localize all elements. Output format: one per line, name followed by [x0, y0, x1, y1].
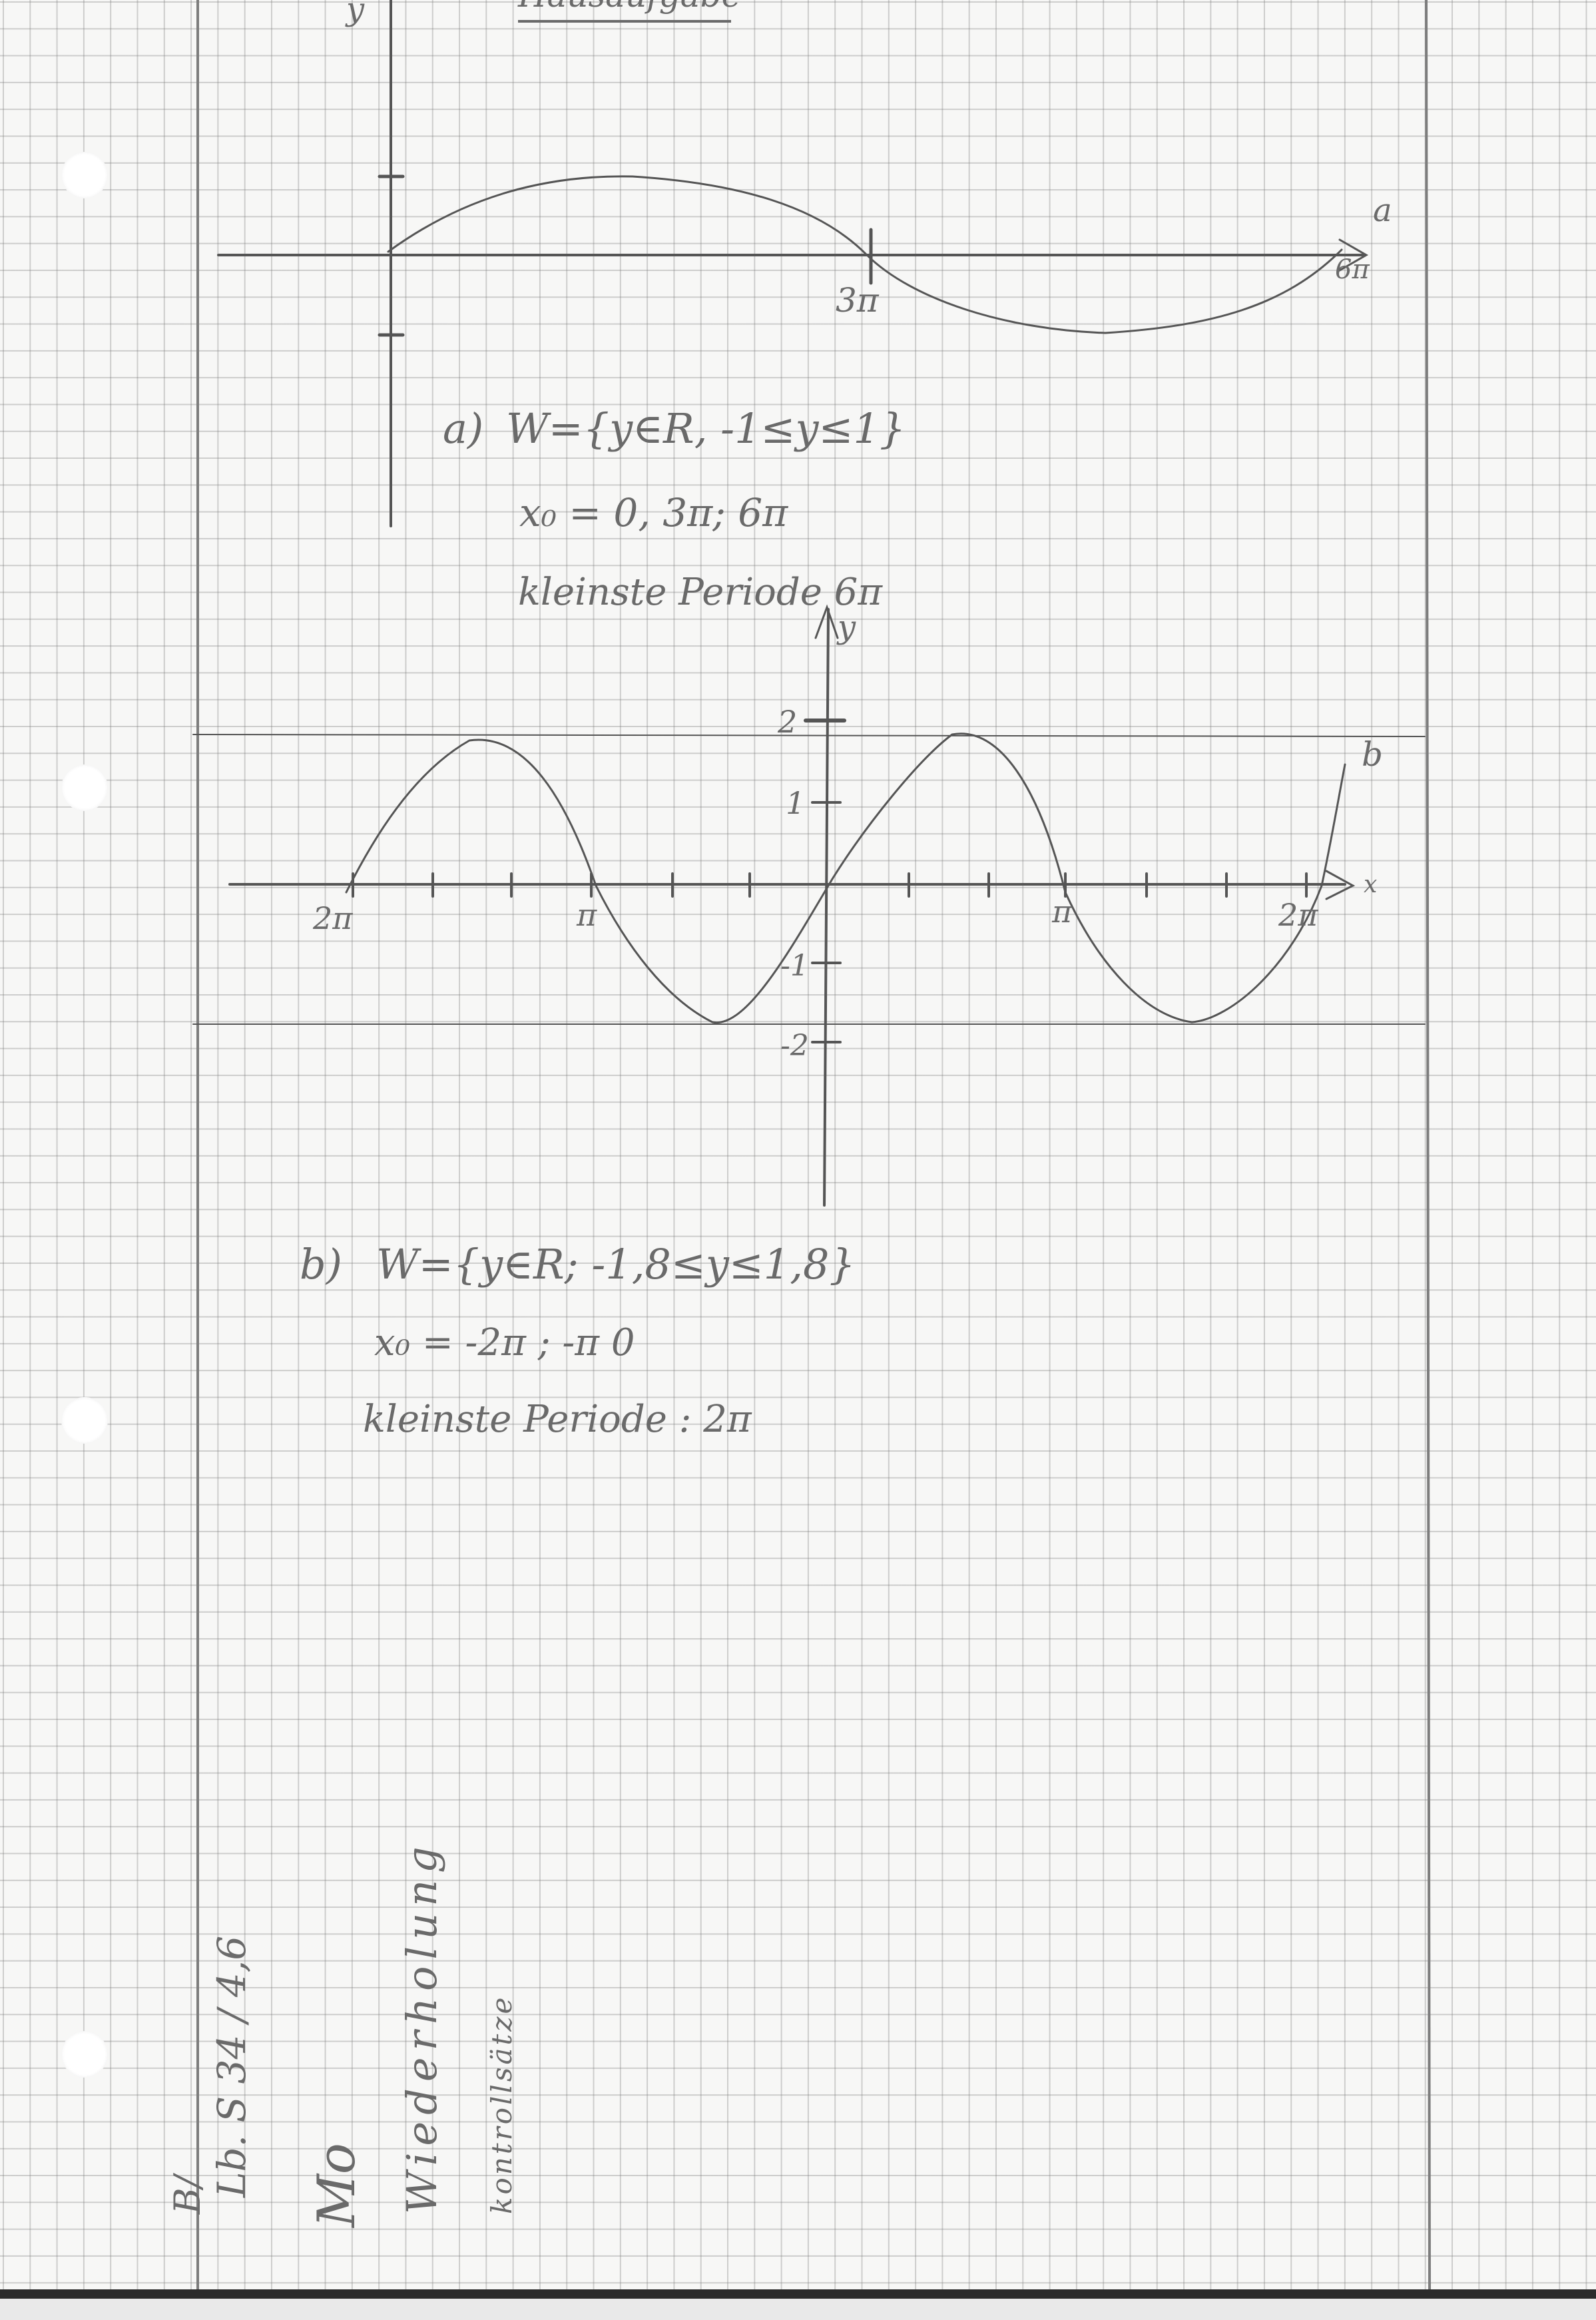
graph-b-y-tick-m2: -2	[780, 1029, 809, 1063]
graph-b-x-tick-p2pi: 2π	[1278, 897, 1318, 933]
part-b-range: W={y∈R; -1,8≤y≤1,8}	[376, 1240, 856, 1289]
part-a-zeros: x₀ = 0, 3π; 6π	[519, 490, 788, 535]
graph-b-x-tick-m2pi: 2π	[312, 900, 353, 936]
note-aufgabe: Lb. S 34 / 4,6	[209, 1936, 254, 2198]
graph-b-y-tick-1: 1	[786, 785, 805, 821]
part-b-period: kleinste Periode : 2π	[363, 1398, 752, 1441]
part-a-range: W={y∈R, -1≤y≤1}	[506, 404, 906, 453]
graph-a-tick-label-3pi: 3π	[836, 281, 880, 320]
punch-hole-3	[61, 1397, 108, 1444]
punch-hole-1	[61, 152, 108, 198]
graph-a-x-label: a	[1373, 192, 1392, 229]
scan-bottom-edge	[0, 2289, 1596, 2320]
punch-hole-4	[61, 2031, 108, 2078]
note-buch: B/	[166, 2172, 208, 2215]
graph-a-arrow-icon	[1338, 238, 1369, 272]
graph-a-curve	[387, 175, 1343, 334]
right-margin-line	[1425, 0, 1431, 2290]
graph-b-y-arrow-icon	[814, 604, 839, 639]
graph-a-y-label: y	[345, 0, 365, 28]
graph-b-y-tick-2: 2	[777, 704, 797, 740]
note-kontrolle: kontrollsätze	[485, 1995, 518, 2214]
graph-a-tick-label-6pi: 6π	[1335, 254, 1370, 285]
page-title: Hausaufgabe	[517, 0, 741, 15]
part-a-label: a)	[443, 404, 483, 453]
graph-b-y-label: y	[836, 609, 856, 646]
punch-hole-2	[61, 764, 108, 811]
graph-b-frame-top	[192, 734, 1426, 737]
part-a-period: kleinste Periode 6π	[518, 571, 883, 614]
note-mo: Mo	[307, 2143, 367, 2229]
graph-b-y-tick-m1: -1	[780, 949, 809, 983]
part-b-zeros: x₀ = -2π ; -π 0	[374, 1321, 635, 1364]
graph-b-x-arrow-icon	[1325, 870, 1356, 900]
graph-b-curve	[345, 732, 1346, 1024]
graph-b-x-label: x	[1364, 871, 1377, 898]
graph-b-x-tick-pi: π	[1051, 894, 1073, 930]
note-wiederholung: Wiederholung	[398, 1840, 446, 2214]
graph-b	[192, 604, 1426, 1207]
graph-a	[217, 0, 1369, 527]
graph-b-side-label: b	[1362, 735, 1383, 774]
graph-b-y-axis	[823, 608, 830, 1207]
part-b-label: b)	[300, 1240, 342, 1289]
graph-b-x-tick-mpi: π	[576, 897, 597, 933]
